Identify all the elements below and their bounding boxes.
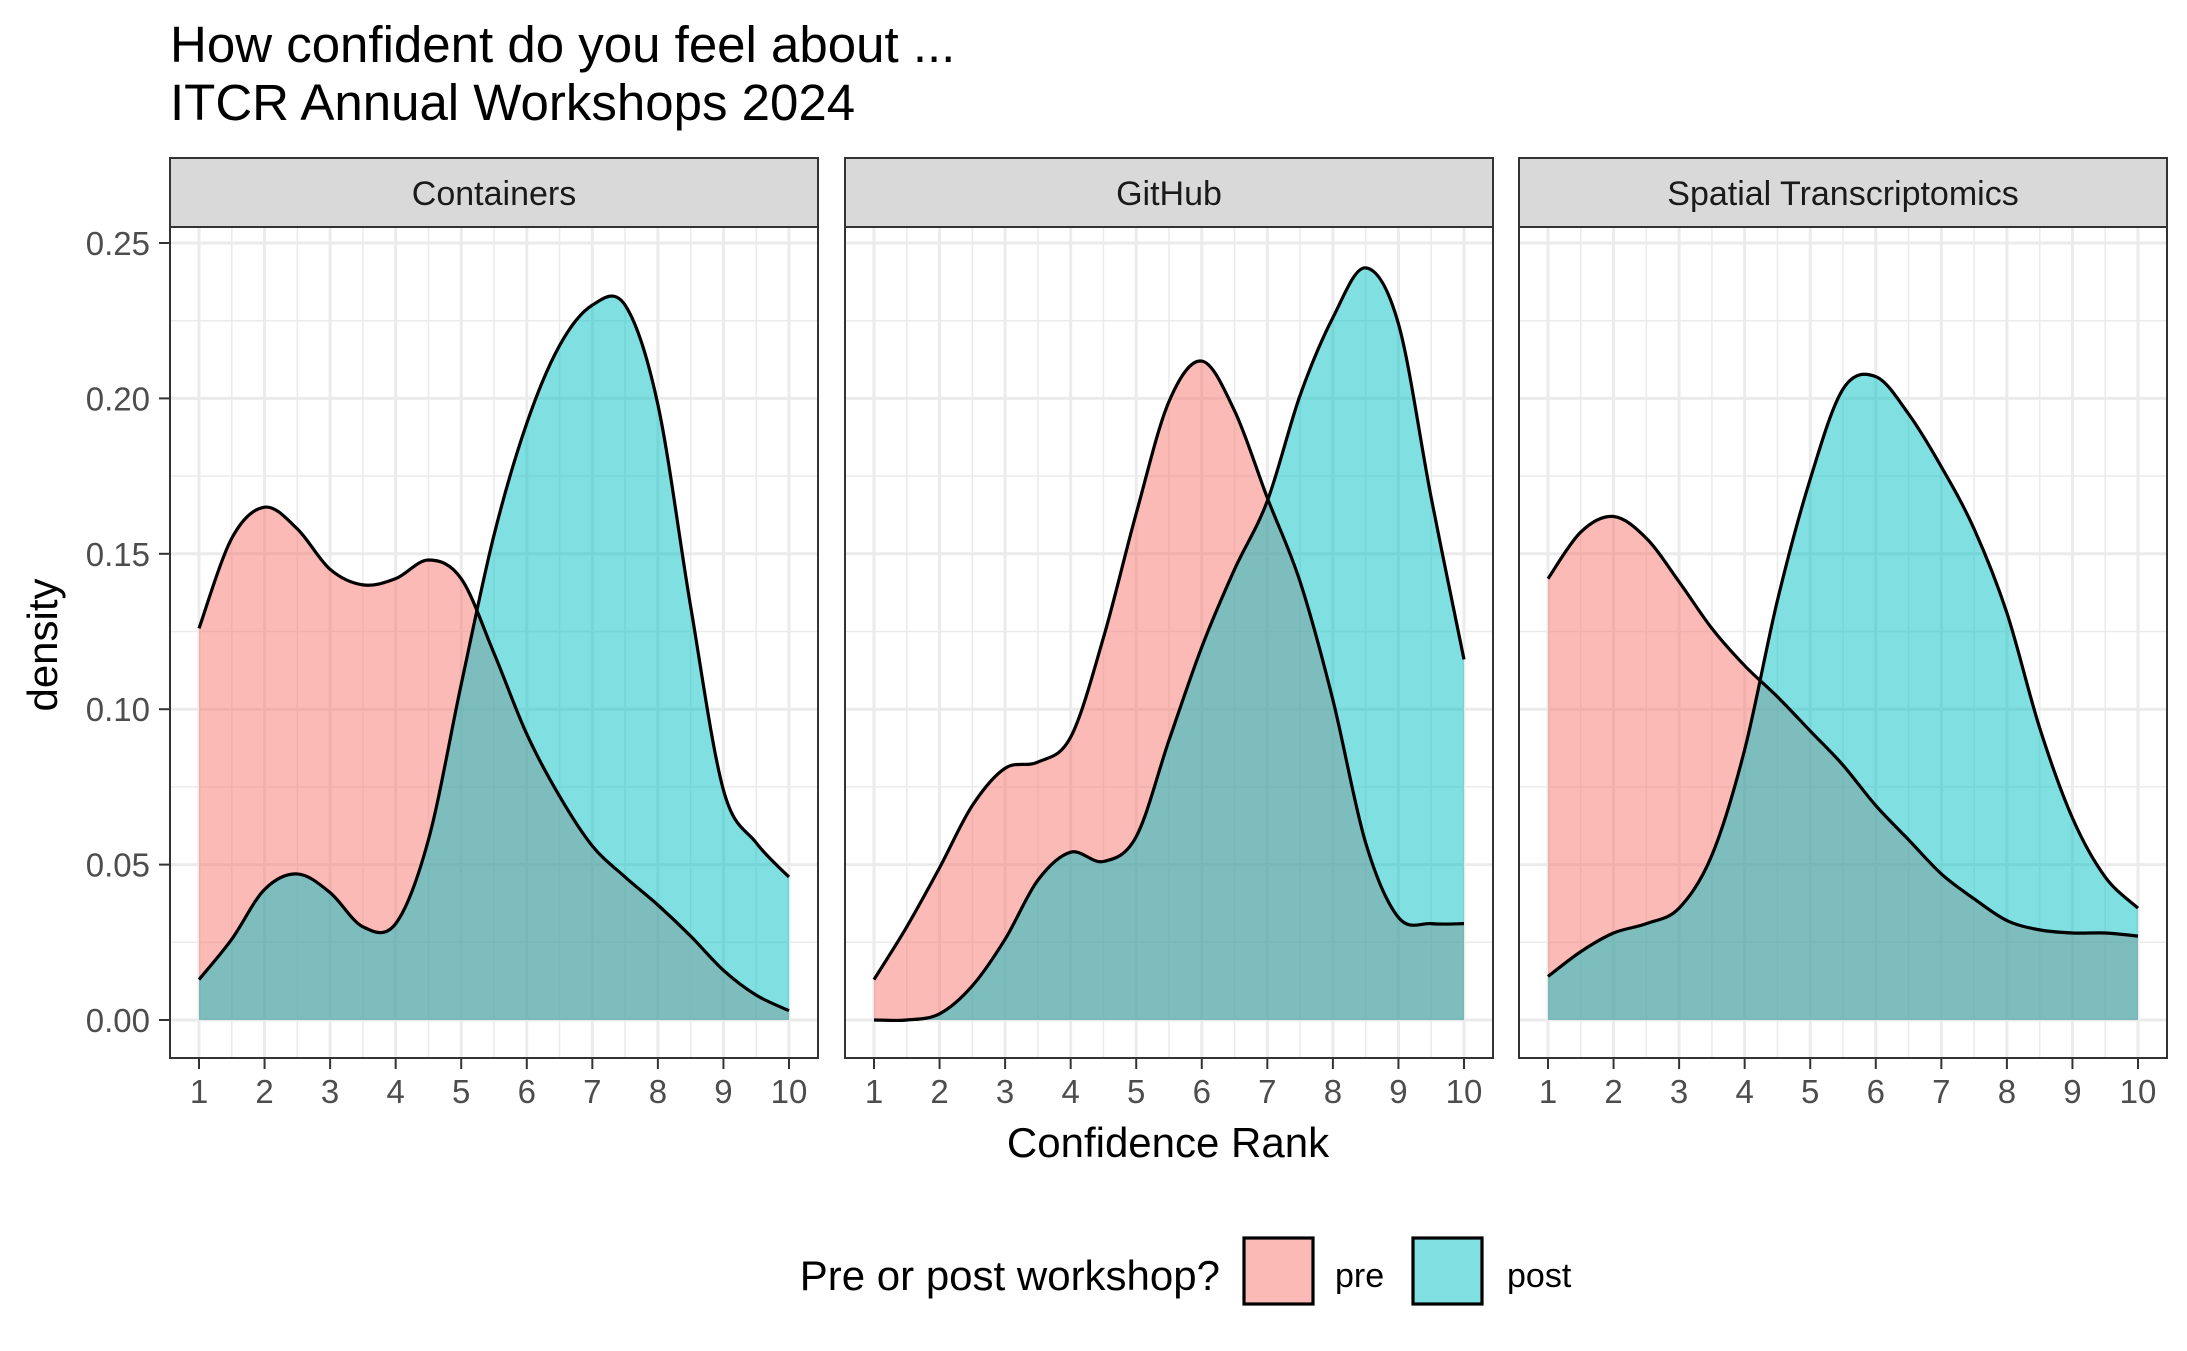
- y-tick-label: 0.10: [86, 691, 150, 728]
- y-tick-label: 0.00: [86, 1002, 150, 1039]
- y-axis-title: density: [19, 578, 66, 711]
- facet-panel: Spatial Transcriptomics 1 2 3 4 5 6 7 8 9 10: [1518, 157, 2168, 1110]
- x-tick-label: 5: [1127, 1073, 1145, 1110]
- x-axis-title: Confidence Rank: [1007, 1119, 1330, 1166]
- density-area-post: [874, 267, 1464, 1021]
- density-line-pre: [197, 505, 790, 1013]
- x-tick-label: 8: [1324, 1073, 1342, 1110]
- legend-label-pre: pre: [1335, 1257, 1384, 1295]
- x-tick-label: 4: [1735, 1073, 1753, 1110]
- x-tick-label: 2: [1604, 1073, 1622, 1110]
- x-tick-label: 1: [190, 1073, 208, 1110]
- x-tick-label: 10: [2120, 1073, 2157, 1110]
- x-tick-label: 4: [386, 1073, 404, 1110]
- facet-strip-label: GitHub: [1116, 175, 1222, 213]
- y-tick-label: 0.25: [86, 225, 150, 262]
- x-tick-label: 2: [930, 1073, 948, 1110]
- density-line-pre: [872, 359, 1465, 981]
- chart-title-line-2: ITCR Annual Workshops 2024: [170, 74, 855, 131]
- facet-strip: [844, 157, 1494, 228]
- x-tick-label: 2: [255, 1073, 273, 1110]
- facet-strip-label: Spatial Transcriptomics: [1667, 175, 2018, 213]
- x-tick-label: 8: [1998, 1073, 2016, 1110]
- y-tick-label: 0.20: [86, 380, 150, 417]
- x-tick-label: 6: [1867, 1073, 1885, 1110]
- facet-strip: [169, 157, 819, 228]
- x-tick-label: 1: [865, 1073, 883, 1110]
- y-tick-label: 0.05: [86, 847, 150, 884]
- x-tick-label: 6: [518, 1073, 536, 1110]
- x-tick-label: 7: [1258, 1073, 1276, 1110]
- facet-strip: [1518, 157, 2168, 228]
- x-tick-label: 4: [1061, 1073, 1079, 1110]
- density-area-post: [199, 296, 789, 1020]
- legend: Pre or post workshop? pre post: [800, 1236, 1572, 1306]
- x-tick-label: 3: [996, 1073, 1014, 1110]
- facet-panel: GitHub 1 2 3 4 5 6 7 8 9 10: [844, 157, 1494, 1110]
- chart-title-line-1: How confident do you feel about ...: [170, 16, 955, 73]
- density-line-post: [873, 266, 1466, 1023]
- x-tick-label: 10: [1446, 1073, 1483, 1110]
- x-tick-label: 8: [649, 1073, 667, 1110]
- legend-key-pre: [1242, 1236, 1315, 1306]
- legend-key-post: [1411, 1236, 1484, 1306]
- x-tick-label: 3: [1670, 1073, 1688, 1110]
- density-line-pre: [1546, 514, 2139, 938]
- x-tick-label: 5: [452, 1073, 470, 1110]
- x-tick-label: 6: [1193, 1073, 1211, 1110]
- legend-title: Pre or post workshop?: [800, 1252, 1220, 1299]
- facet-panel: Containers 1 2 3 4 5 6 7 8 9 10: [169, 157, 819, 1110]
- density-area-post: [1548, 374, 2138, 1021]
- x-tick-label: 7: [583, 1073, 601, 1110]
- x-tick-label: 10: [771, 1073, 808, 1110]
- y-axis: 0.00 0.05 0.10 0.15 0.20 0.25: [86, 225, 170, 1039]
- legend-label-post: post: [1507, 1257, 1572, 1295]
- density-line-post: [197, 294, 791, 981]
- x-tick-label: 9: [2063, 1073, 2081, 1110]
- facet-strip-label: Containers: [412, 175, 576, 213]
- x-tick-label: 9: [1389, 1073, 1407, 1110]
- x-tick-label: 7: [1932, 1073, 1950, 1110]
- density-line-post: [1547, 372, 2140, 978]
- x-tick-label: 5: [1801, 1073, 1819, 1110]
- y-tick-label: 0.15: [86, 536, 150, 573]
- x-tick-label: 1: [1539, 1073, 1557, 1110]
- x-tick-label: 9: [714, 1073, 732, 1110]
- x-tick-label: 3: [321, 1073, 339, 1110]
